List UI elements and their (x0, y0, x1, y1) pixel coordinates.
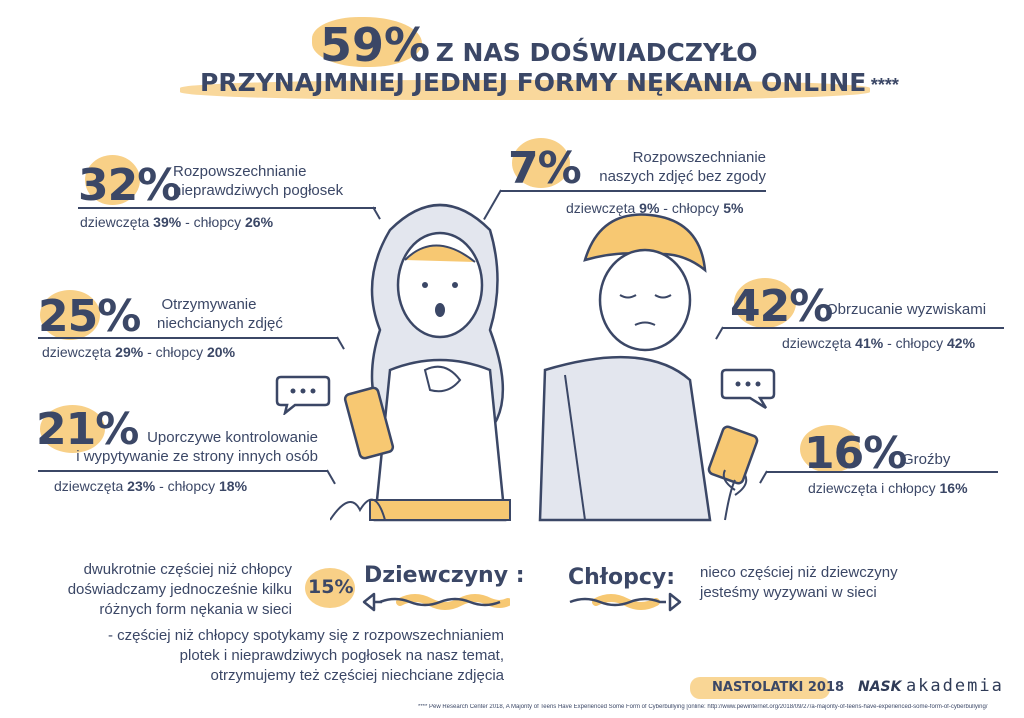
stat-percent: 7% (508, 143, 582, 194)
stat-breakdown: dziewczęta 23% - chłopcy 18% (54, 478, 248, 494)
stat-label: Rozpowszechnianie nieprawdziwych pogłosek (173, 163, 344, 199)
stat-label: Groźby (902, 451, 951, 468)
connector-line (38, 470, 328, 472)
speech-bubble-icon (275, 375, 331, 415)
stat-label: Rozpowszechnianie naszych zdjęć bez zgody (599, 149, 766, 185)
survey-tag: NASTOLATKI 2018 (712, 680, 845, 695)
speech-bubble-icon (720, 368, 776, 410)
title-percent: 59% (320, 18, 431, 72)
girls-extra-note: - częściej niż chłopcy spotykamy się z r… (108, 627, 504, 684)
nask-logo: NASK akademia (858, 676, 1004, 696)
title-line-1: 59% Z NAS DOŚWIADCZYŁO (320, 18, 757, 72)
title-line2-text: PRZYNAJMNIEJ JEDNEJ FORMY NĘKANIA ONLINE (200, 68, 867, 97)
girls-badge: 15% (308, 576, 354, 598)
connector-line (500, 190, 766, 192)
connector-line (722, 327, 1004, 329)
logo-nask: NASK (858, 679, 902, 695)
stat-percent: 21% (36, 404, 139, 455)
boys-note: nieco częściej niż dziewczyny jesteśmy w… (700, 564, 898, 601)
title-line-2: PRZYNAJMNIEJ JEDNEJ FORMY NĘKANIA ONLINE… (200, 68, 899, 97)
title-line1-rest: Z NAS DOŚWIADCZYŁO (435, 38, 758, 67)
girls-note: dwukrotnie częściej niż chłopcy doświadc… (67, 561, 292, 618)
stat-breakdown: dziewczęta 41% - chłopcy 42% (782, 335, 976, 351)
stat-percent: 16% (804, 428, 907, 479)
connector-line (78, 207, 376, 209)
stat-percent: 42% (730, 281, 833, 332)
stat-breakdown: dziewczęta 9% - chłopcy 5% (566, 200, 744, 216)
boys-heading: Chłopcy: (568, 565, 676, 590)
title-footnote-mark: **** (870, 75, 899, 95)
connector-line (766, 471, 998, 473)
connector-line (38, 337, 338, 339)
stat-breakdown: dziewczęta 29% - chłopcy 20% (42, 344, 236, 360)
stat-percent: 32% (78, 160, 181, 211)
teens-illustration (330, 203, 759, 522)
stat-label: Otrzymywanie niechcianych zdjęć (157, 296, 283, 332)
stat-breakdown: dziewczęta 39% - chłopcy 26% (80, 214, 274, 230)
logo-akademia: akademia (905, 676, 1004, 696)
source-footnote: **** Pew Research Center 2018, A Majorit… (418, 704, 988, 710)
arrow-left-icon (362, 592, 510, 612)
arrow-right-icon (569, 592, 682, 612)
stat-label: Obrzucanie wyzwiskami (826, 301, 987, 318)
girls-heading: Dziewczyny : (364, 563, 525, 588)
stat-label: Uporczywe kontrolowanie i wypytywanie ze … (76, 429, 318, 465)
stat-breakdown: dziewczęta i chłopcy 16% (808, 480, 968, 496)
stat-percent: 25% (38, 291, 141, 342)
